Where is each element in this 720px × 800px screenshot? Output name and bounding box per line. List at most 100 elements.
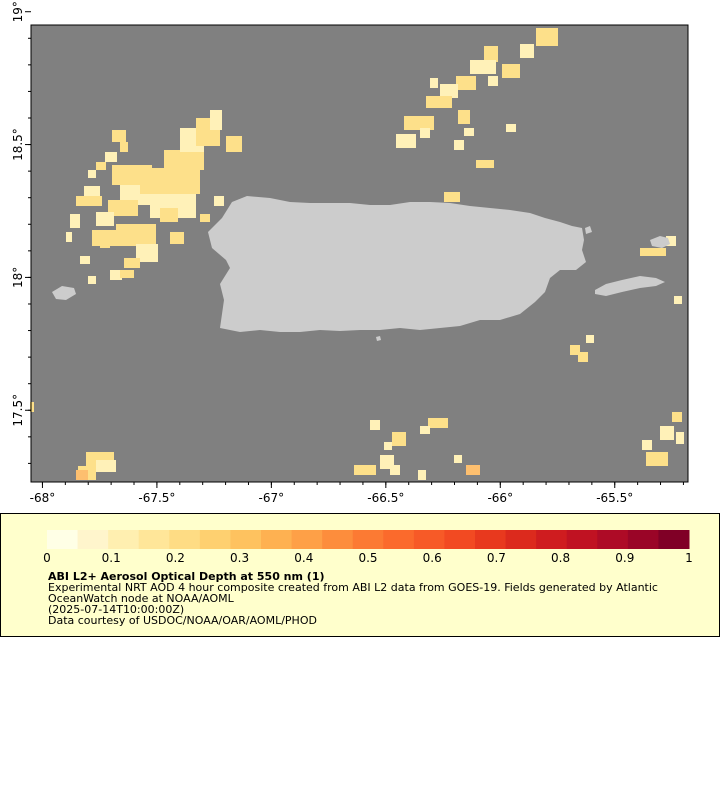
aod-pixel-block	[674, 296, 682, 304]
aod-pixel-block	[418, 470, 426, 480]
aod-pixel-block	[454, 140, 464, 150]
legend-panel: 0 0.1 0.2 0.3 0.4 0.5 0.6 0.7 0.8 0.9 1 ABI L2+ Ae…	[0, 513, 720, 637]
aod-pixel-block	[464, 128, 474, 136]
y-axis: 19° 18.5° 18° 17.5°	[11, 1, 31, 464]
x-tick-label: -66.5°	[367, 491, 404, 505]
aod-pixel-block	[66, 232, 72, 242]
aod-pixel-block	[80, 256, 90, 264]
mona-island	[52, 286, 76, 300]
aod-pixel-block	[390, 465, 400, 475]
legend-caption: ABI L2+ Aerosol Optical Depth at 550 nm …	[48, 571, 698, 626]
desecheo-island	[585, 226, 592, 234]
y-tick-label: 18°	[11, 267, 25, 288]
map-plot: -68° -67.5° -67° -66.5° -66° -65.5° 19°18.5°1…	[11, 1, 689, 505]
aod-pixel-block	[370, 420, 380, 430]
colorbar-cell	[47, 530, 79, 549]
puerto-rico-island	[208, 196, 586, 332]
aod-pixel-block	[458, 110, 470, 124]
aod-pixel-block	[136, 244, 158, 262]
aod-pixel-block	[120, 142, 128, 152]
legend-title: ABI L2+ Aerosol Optical Depth at 550 nm …	[48, 570, 325, 583]
map-area: -68° -67.5° -67° -66.5° -66° -65.5° 19° 18.5° 1…	[11, 1, 689, 505]
vieques-island	[595, 276, 665, 296]
aod-pixel-block	[426, 96, 452, 108]
aod-pixel-block	[470, 60, 496, 74]
aod-pixel-block	[384, 442, 392, 450]
colorbar-cell	[505, 530, 537, 549]
aod-pixel-block	[186, 196, 196, 212]
aod-pixel-block	[676, 432, 684, 444]
aod-pixel-block	[666, 236, 676, 246]
x-tick-label: -68°	[30, 491, 56, 505]
colorbar-cell	[658, 530, 690, 549]
colorbar-tick-label: 0.8	[551, 551, 570, 565]
aod-pixel-block	[536, 28, 558, 46]
colorbar-tick-label: 0.4	[294, 551, 313, 565]
aod-pixel-block	[420, 128, 430, 138]
aod-pixel-block	[646, 452, 668, 466]
aod-pixel-block	[642, 440, 652, 450]
colorbar-tick-label: 0.5	[358, 551, 377, 565]
colorbar-cell	[169, 530, 201, 549]
colorbar: 0 0.1 0.2 0.3 0.4 0.5 0.6 0.7 0.8 0.9 1	[43, 530, 693, 565]
aod-pixel-block	[214, 196, 224, 206]
colorbar-cell	[108, 530, 140, 549]
colorbar-cell	[261, 530, 293, 549]
aod-pixel-block	[672, 412, 682, 422]
aod-pixel-block	[160, 208, 178, 222]
aod-pixel-block	[30, 402, 34, 412]
colorbar-tick-label: 0.1	[102, 551, 121, 565]
aod-pixel-block	[428, 418, 448, 428]
aod-pixel-block	[354, 465, 376, 475]
aod-pixel-block	[210, 110, 222, 130]
colorbar-ticks: 0 0.1 0.2 0.3 0.4 0.5 0.6 0.7 0.8 0.9 1	[43, 551, 693, 565]
aod-pixel-block	[420, 426, 430, 434]
aod-pixel-block	[110, 270, 122, 280]
colorbar-cell	[566, 530, 598, 549]
aod-pixel-block	[116, 224, 156, 246]
colorbar-cell	[536, 530, 568, 549]
caja-de-muertos-island	[376, 336, 381, 341]
aod-pixel-block	[570, 345, 580, 355]
colorbar-cell	[199, 530, 231, 549]
aod-pixel-block	[454, 455, 462, 463]
aod-pixel-block	[96, 162, 106, 170]
legend-timestamp: (2025-07-14T10:00:00Z)	[48, 603, 185, 616]
y-tick-label: 17.5°	[11, 394, 25, 427]
y-tick-label: 18.5°	[11, 128, 25, 161]
aod-pixel-block	[586, 335, 594, 343]
legend-credit: Data courtesy of USDOC/NOAA/OAR/AOML/PHO…	[48, 614, 317, 627]
colorbar-cell	[627, 530, 659, 549]
x-axis: -68° -67.5° -67° -66.5° -66° -65.5°	[30, 482, 684, 505]
aod-pixel-block	[392, 432, 406, 446]
aod-pixel-block	[96, 460, 116, 472]
aod-pixel-block	[112, 130, 126, 142]
aod-pixel-block	[640, 248, 666, 256]
colorbar-cell	[322, 530, 354, 549]
colorbar-tick-label: 0.7	[487, 551, 506, 565]
colorbar-cell	[413, 530, 445, 549]
aod-pixel-block	[70, 214, 80, 228]
colorbar-tick-label: 1	[685, 551, 693, 565]
colorbar-cell	[383, 530, 415, 549]
aod-pixel-block	[440, 84, 458, 98]
aod-pixel-block	[124, 258, 140, 268]
colorbar-cell	[597, 530, 629, 549]
land-layer	[52, 196, 670, 341]
colorbar-tick-label: 0.9	[615, 551, 634, 565]
aod-pixel-block	[396, 134, 416, 148]
x-tick-label: -66°	[487, 491, 513, 505]
culebra-island	[650, 236, 670, 248]
colorbar-cells	[47, 530, 690, 549]
colorbar-cell	[230, 530, 262, 549]
aod-pixel-block	[108, 200, 138, 216]
colorbar-tick-label: 0.3	[230, 551, 249, 565]
aod-pixel-block	[488, 76, 498, 86]
aod-pixel-block	[404, 116, 434, 130]
x-tick-label: -65.5°	[596, 491, 633, 505]
colorbar-cell	[138, 530, 170, 549]
aod-pixel-block	[105, 152, 117, 162]
x-tick-label: -67°	[259, 491, 285, 505]
aod-pixel-block	[76, 196, 102, 206]
aod-pixel-block	[506, 124, 516, 132]
